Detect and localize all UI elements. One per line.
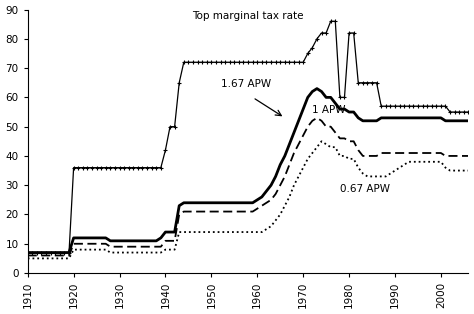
Text: Top marginal tax rate: Top marginal tax rate	[192, 11, 304, 21]
Text: 1 APW: 1 APW	[312, 105, 346, 115]
Text: 0.67 APW: 0.67 APW	[340, 184, 390, 194]
Text: 1.67 APW: 1.67 APW	[220, 78, 271, 89]
